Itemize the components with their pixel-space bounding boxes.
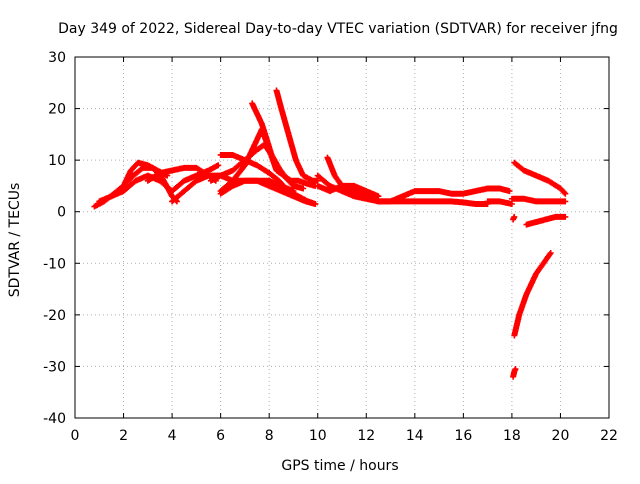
series-arc-i	[249, 100, 280, 169]
y-tick-label: -10	[43, 256, 66, 272]
x-axis-label: GPS time / hours	[281, 458, 398, 474]
series-arc-u	[510, 366, 519, 380]
x-tick-label: 22	[600, 428, 618, 444]
data-points	[511, 250, 554, 339]
series-arc-m	[324, 154, 513, 205]
y-tick-label: -40	[43, 411, 66, 427]
x-tick-label: 18	[503, 428, 521, 444]
data-points	[508, 195, 569, 205]
x-tick-label: 16	[454, 428, 472, 444]
y-tick-label: 0	[57, 205, 66, 221]
data-points	[217, 177, 297, 197]
data-points	[510, 213, 518, 223]
ticks-layer: 0 2 4 6 8 10 12 14 16 18 20 22 30 20 10 0 -10 -20 -30 -40	[43, 50, 618, 444]
y-tick-label: -20	[43, 308, 66, 324]
data-points	[249, 100, 280, 169]
series-arc-k	[217, 177, 297, 197]
y-tick-label: 10	[48, 153, 66, 169]
data-points	[314, 182, 382, 200]
y-tick-label: 20	[48, 102, 66, 118]
y-tick-label: -30	[43, 359, 66, 375]
grid-layer	[75, 57, 609, 418]
y-axis-label: SDTVAR / TECUs	[7, 183, 23, 298]
series-arc-q	[508, 195, 569, 205]
chart-title: Day 349 of 2022, Sidereal Day-to-day VTE…	[58, 21, 618, 37]
y-tick-label: 30	[48, 50, 66, 66]
plot-frame	[74, 56, 610, 419]
x-tick-label: 2	[119, 428, 128, 444]
series-arc-s	[510, 213, 518, 223]
x-tick-label: 20	[552, 428, 570, 444]
x-tick-label: 14	[406, 428, 424, 444]
series-arc-r	[523, 213, 569, 228]
series-arc-p	[511, 159, 569, 197]
x-tick-label: 0	[71, 428, 80, 444]
data-points	[324, 154, 513, 205]
series-arc-o	[484, 198, 515, 207]
series-arc-n	[314, 182, 382, 200]
series-arc-j	[273, 87, 321, 184]
x-tick-label: 12	[357, 428, 375, 444]
data-points	[511, 159, 569, 197]
series-arc-l	[314, 172, 491, 207]
x-tick-label: 8	[265, 428, 274, 444]
series-arc-t	[511, 250, 554, 339]
x-tick-label: 4	[168, 428, 177, 444]
data-points	[273, 87, 321, 184]
x-tick-label: 6	[216, 428, 225, 444]
data-points	[523, 213, 569, 228]
data-points	[510, 366, 519, 380]
data-points	[314, 172, 491, 207]
x-tick-label: 10	[309, 428, 327, 444]
data-points	[484, 198, 515, 207]
points-layer	[91, 87, 569, 380]
